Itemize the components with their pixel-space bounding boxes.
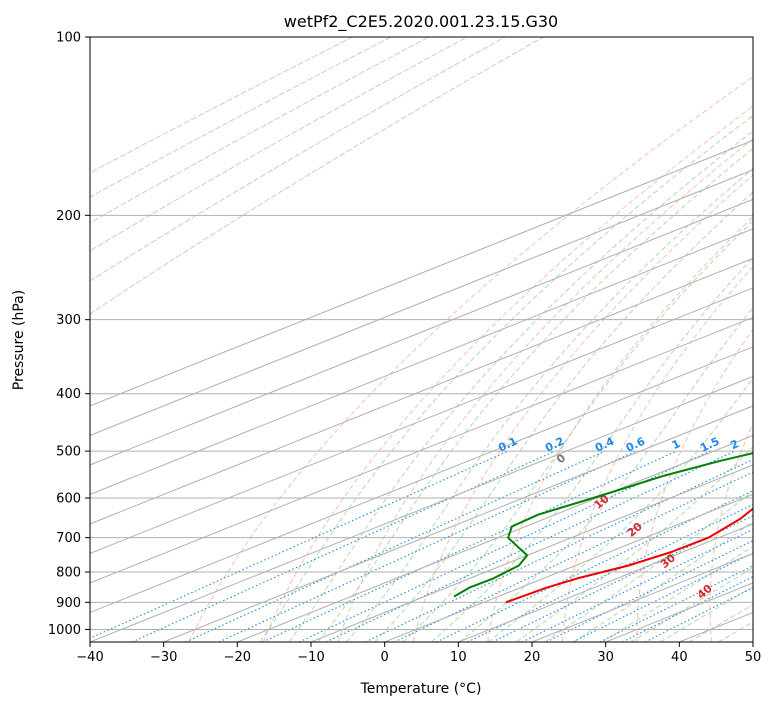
x-tick-label: 50 bbox=[745, 650, 762, 665]
moist-adiabat bbox=[374, 191, 753, 642]
isotherm-line bbox=[90, 316, 753, 584]
moist-adiabat bbox=[431, 256, 753, 642]
tan-curve bbox=[90, 37, 544, 315]
dry-adiabat bbox=[487, 216, 753, 642]
isotherm-line bbox=[90, 257, 753, 525]
moist-adiabat bbox=[259, 114, 753, 642]
mixing-ratio-line bbox=[521, 528, 753, 642]
chart-title: wetPf2_C2E5.2020.001.23.15.G30 bbox=[284, 12, 558, 32]
tan-curve bbox=[90, 37, 430, 224]
mixing-ratio-line bbox=[492, 515, 753, 642]
mixing-ratio-label: 1 bbox=[670, 437, 682, 452]
dewpoint-profile bbox=[453, 452, 753, 598]
dry-adiabat-label: 20 bbox=[625, 520, 645, 540]
y-tick-label: 300 bbox=[56, 313, 81, 328]
tan-curve bbox=[90, 37, 468, 252]
y-tick-label: 600 bbox=[56, 492, 81, 507]
x-tick-label: 0 bbox=[381, 650, 389, 665]
isotherm-line bbox=[90, 346, 753, 614]
y-axis-label: Pressure (hPa) bbox=[11, 290, 27, 390]
moist-adiabat bbox=[659, 586, 753, 642]
isotherm-line bbox=[90, 139, 753, 407]
mixing-ratio-line bbox=[218, 450, 636, 642]
mixing-ratio-label: 2 bbox=[728, 437, 740, 452]
x-tick-label: −10 bbox=[297, 650, 324, 665]
x-tick-label: −20 bbox=[224, 650, 251, 665]
mixing-ratio-line bbox=[393, 471, 753, 642]
x-axis-label: Temperature (°C) bbox=[360, 681, 482, 697]
moist-adiabat bbox=[288, 130, 753, 642]
dry-adiabat bbox=[636, 328, 753, 642]
dry-adiabat bbox=[188, 76, 753, 642]
y-tick-label: 200 bbox=[56, 209, 81, 224]
moist-adiabat bbox=[459, 306, 753, 642]
tan-curve bbox=[90, 37, 353, 174]
isotherm-line bbox=[90, 198, 753, 466]
isotherm-line bbox=[90, 228, 753, 495]
mixing-ratio-label: 0.1 bbox=[496, 435, 519, 455]
moist-adiabat bbox=[602, 545, 753, 642]
x-tick-label: 30 bbox=[597, 650, 614, 665]
mixing-ratio-line bbox=[436, 490, 753, 642]
mixing-ratio-line bbox=[262, 450, 677, 642]
y-tick-label: 500 bbox=[56, 445, 81, 460]
mixing-ratio-line bbox=[90, 450, 509, 639]
dry-adiabat bbox=[709, 422, 753, 642]
x-tick-label: 10 bbox=[450, 650, 467, 665]
y-tick-label: 700 bbox=[56, 531, 81, 546]
dry-adiabat bbox=[412, 174, 753, 642]
isotherm-line bbox=[90, 287, 753, 555]
y-tick-label: 800 bbox=[56, 566, 81, 581]
mixing-ratio-line bbox=[185, 450, 606, 642]
mixing-ratio-label: 0.4 bbox=[593, 435, 616, 455]
isotherm-line bbox=[605, 582, 753, 642]
dry-adiabat-label: 40 bbox=[695, 582, 715, 602]
mixing-ratio-label: 3 bbox=[765, 437, 775, 452]
isotherm-line bbox=[163, 405, 753, 642]
x-tick-label: −30 bbox=[150, 650, 177, 665]
y-tick-label: 900 bbox=[56, 596, 81, 611]
moist-adiabat bbox=[487, 376, 753, 642]
moist-adiabat bbox=[402, 220, 753, 642]
x-tick-label: 40 bbox=[671, 650, 688, 665]
tan-curve bbox=[90, 37, 391, 198]
x-tick-label: 20 bbox=[524, 650, 541, 665]
temperature-profile bbox=[505, 507, 753, 604]
mixing-ratio-line bbox=[467, 503, 753, 642]
mixing-ratio-label: 0.2 bbox=[543, 435, 566, 455]
isotherm-line bbox=[90, 375, 753, 642]
plot-frame bbox=[89, 36, 754, 643]
moist-adiabat bbox=[544, 490, 753, 642]
moist-adiabat bbox=[688, 604, 753, 642]
mixing-ratio-label: 1.5 bbox=[698, 435, 721, 455]
mixing-ratio-line bbox=[365, 458, 753, 642]
y-tick-label: 100 bbox=[56, 31, 81, 46]
isotherm-line bbox=[384, 493, 753, 642]
tan-curve bbox=[90, 37, 506, 282]
moist-adiabat bbox=[317, 147, 753, 642]
isotherm-line bbox=[458, 523, 753, 642]
isotherm-line bbox=[90, 169, 753, 436]
isotherm-line bbox=[752, 641, 753, 642]
isotherm-line bbox=[237, 434, 753, 642]
mixing-ratio-line bbox=[131, 450, 556, 642]
x-tick-label: −40 bbox=[76, 650, 103, 665]
y-tick-label: 1000 bbox=[48, 623, 81, 638]
moist-adiabat bbox=[718, 621, 753, 642]
dry-adiabat bbox=[263, 105, 753, 642]
isotherm-line bbox=[679, 611, 753, 642]
dry-adiabat bbox=[337, 137, 753, 642]
dry-adiabat-label: 0 bbox=[554, 451, 568, 466]
isotherm-line bbox=[310, 464, 753, 642]
isotherm-line bbox=[531, 552, 753, 642]
mixing-ratio-line bbox=[325, 450, 736, 642]
y-tick-label: 400 bbox=[56, 387, 81, 402]
